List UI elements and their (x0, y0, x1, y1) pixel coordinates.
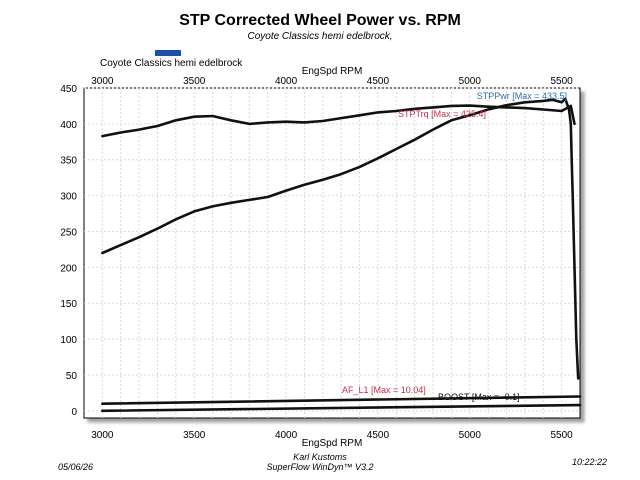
y-tick-label: 50 (66, 371, 78, 382)
y-tick-label: 450 (60, 84, 77, 95)
power-max-label: STPPwr [Max = 433.5] (477, 91, 567, 101)
plot-area (83, 87, 581, 419)
chart-title: STP Corrected Wheel Power vs. RPM (179, 12, 461, 29)
chart-subtitle: Coyote Classics hemi edelbrock, (247, 31, 393, 42)
y-tick-label: 350 (60, 156, 77, 167)
y-tick-label: 400 (60, 120, 77, 131)
y-tick-label: 200 (60, 263, 77, 274)
x-axis-title-top: EngSpd RPM (302, 66, 363, 77)
series-stptrq (101, 104, 576, 138)
x-tick-label-top: 3500 (183, 76, 206, 87)
series-lines (101, 97, 582, 413)
footer-time: 10:22:22 (572, 457, 608, 467)
y-tick-label: 300 (60, 192, 77, 203)
series-boost (101, 403, 582, 413)
x-tick-label: 4000 (275, 430, 298, 441)
y-tick-label: 0 (71, 407, 77, 418)
legend-swatch (155, 50, 181, 56)
footer-line2: SuperFlow WinDyn™ V3.2 (266, 462, 374, 472)
series-stppwr (101, 97, 580, 380)
x-tick-label: 3500 (183, 430, 206, 441)
x-tick-label-top: 4000 (275, 76, 298, 87)
series-af-l1 (101, 395, 582, 405)
annotations: STPPwr [Max = 433.5] STPTrq [Max = 425.4]… (342, 91, 567, 402)
footer-line1: Karl Kustoms (293, 452, 347, 462)
x-tick-label: 5500 (551, 430, 574, 441)
grid (84, 87, 580, 418)
ticks: 0 50 100 150 200 250 300 350 400 450 3000 3000 3500 3… (60, 76, 573, 441)
y-tick-label: 150 (60, 299, 77, 310)
footer-date: 05/06/26 (58, 462, 94, 472)
x-tick-label-top: 5000 (459, 76, 482, 87)
torque-max-label: STPTrq [Max = 425.4] (398, 109, 486, 119)
af-max-label: AF_L1 [Max = 10.04] (342, 385, 426, 395)
legend: Coyote Classics hemi edelbrock (100, 50, 320, 80)
x-tick-label: 5000 (459, 430, 482, 441)
x-tick-label-top: 3000 (91, 76, 114, 87)
x-tick-label-top: 4500 (367, 76, 390, 87)
x-tick-label: 3000 (91, 430, 114, 441)
x-tick-label: 4500 (367, 430, 390, 441)
boost-max-label: BOOST [Max = -0.1] (438, 392, 520, 402)
legend-label: Coyote Classics hemi edelbrock (100, 58, 243, 69)
x-axis-title-bottom: EngSpd RPM (302, 438, 363, 449)
y-tick-label: 250 (60, 227, 77, 238)
y-tick-label: 100 (60, 335, 77, 346)
x-tick-label-top: 5500 (551, 76, 574, 87)
